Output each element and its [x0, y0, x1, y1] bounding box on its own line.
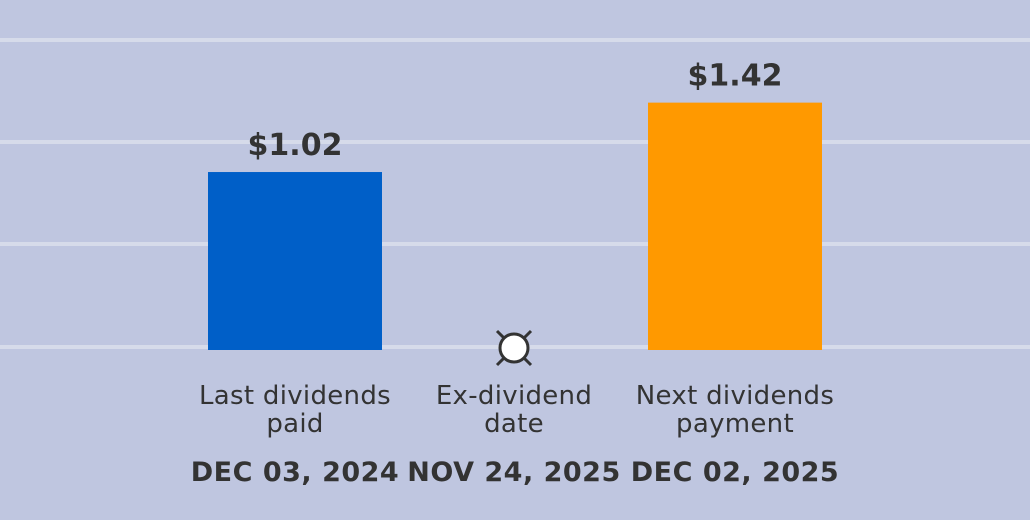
value-label: $1.42 — [688, 59, 783, 94]
marker-part — [498, 332, 530, 364]
date-label: DEC 03, 2024 — [190, 457, 400, 488]
bar — [208, 172, 382, 350]
category-label: Ex-dividend date — [435, 381, 593, 439]
ex-dividend-marker — [495, 329, 533, 367]
date-label: NOV 24, 2025 — [407, 457, 621, 488]
category-label: Next dividends payment — [635, 381, 835, 439]
category-label: Last dividends paid — [199, 381, 391, 439]
value-label: $1.02 — [248, 128, 343, 163]
bar — [648, 102, 822, 350]
grid — [0, 38, 1030, 349]
date-label: DEC 02, 2025 — [630, 457, 840, 488]
